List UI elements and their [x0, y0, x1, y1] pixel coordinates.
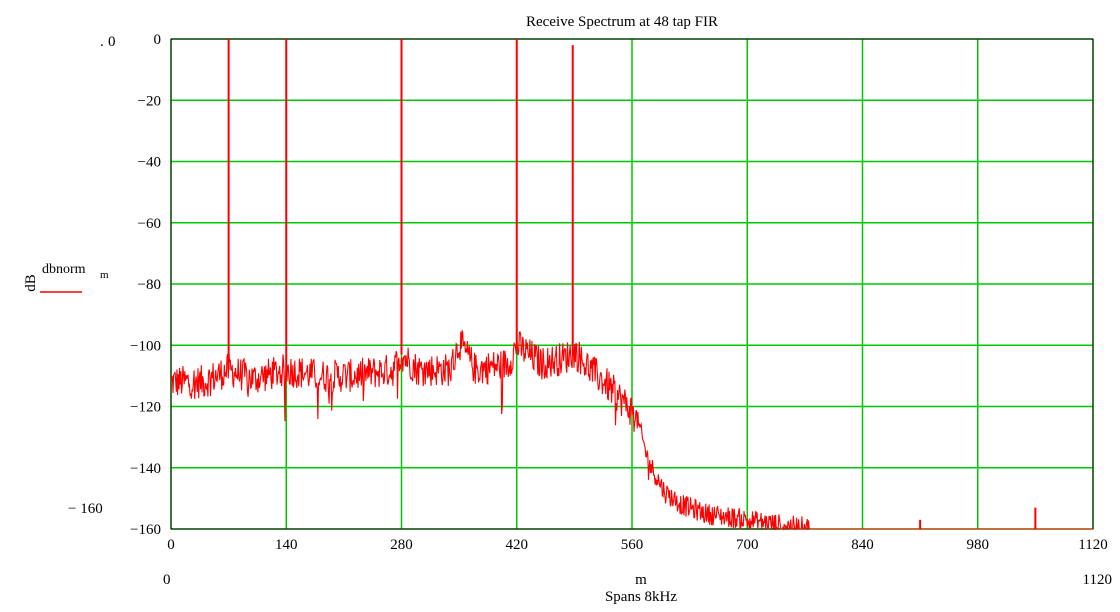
y-tick-label: −40 — [138, 155, 161, 171]
y-tick-label: −80 — [138, 277, 161, 293]
y-tick-label: −60 — [138, 216, 161, 232]
y-tick-label: −20 — [138, 93, 161, 109]
y-top-corner-label: 0 — [108, 34, 116, 50]
legend-series-subscript: m — [100, 269, 109, 281]
x-axis-variable: m — [635, 572, 647, 588]
y-top-corner-dot: . — [100, 34, 104, 50]
legend-series-label: dbnorm — [42, 262, 86, 277]
y-tick-label: −100 — [130, 338, 161, 354]
x-tick-label: 1120 — [1078, 537, 1107, 553]
chart-title: Receive Spectrum at 48 tap FIR — [526, 14, 718, 30]
x-tick-label: 0 — [167, 537, 175, 553]
x-tick-labels: 0 140 280 420 560 700 840 980 1120 — [167, 537, 1107, 553]
y-tick-labels: 0 −20 −40 −60 −80 −100 −120 −140 −160 — [130, 32, 161, 538]
grid — [170, 38, 1094, 530]
y-tick-label: −120 — [130, 400, 161, 416]
x-right-corner-label: 1120 — [1083, 572, 1112, 588]
x-tick-label: 560 — [621, 537, 644, 553]
y-tick-label: −140 — [130, 461, 161, 477]
x-axis-label: Spans 8kHz — [605, 589, 677, 605]
x-tick-label: 840 — [851, 537, 874, 553]
x-tick-label: 420 — [506, 537, 529, 553]
plot-frame — [170, 38, 1094, 530]
series-dbnorm — [170, 39, 1093, 531]
y-tick-label: 0 — [154, 32, 162, 48]
x-left-corner-label: 0 — [163, 572, 171, 588]
legend: dbnorm m — [40, 262, 109, 293]
x-tick-label: 700 — [736, 537, 759, 553]
x-tick-label: 280 — [390, 537, 413, 553]
y-bottom-corner-label: − 160 — [68, 501, 103, 517]
y-axis-label: dB — [23, 274, 39, 292]
x-tick-label: 140 — [275, 537, 298, 553]
y-tick-label: −160 — [130, 522, 161, 538]
series-trace — [170, 330, 1093, 531]
x-tick-label: 980 — [967, 537, 990, 553]
